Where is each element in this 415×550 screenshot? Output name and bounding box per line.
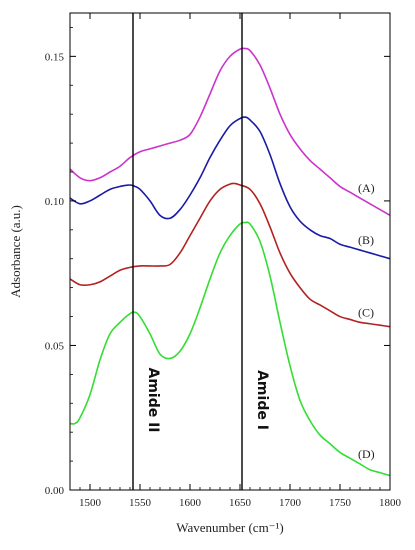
y-tick-label: 0.15: [45, 51, 65, 63]
plot-area: Amide II Amide I 1500 1550 1600 1650 1700 1750 1…: [45, 12, 402, 509]
x-tick-label: 1700: [279, 497, 302, 509]
x-tick-label: 1650: [229, 497, 252, 509]
vline-label-0: Amide II: [145, 367, 161, 432]
y-axis-title: Adsorbance (a.u.): [8, 205, 23, 298]
vline-label-1: Amide I: [254, 370, 270, 430]
series-line-c: [70, 182, 390, 328]
series-lines: [70, 47, 390, 477]
y-tick-label: 0.05: [45, 340, 65, 352]
x-tick-label: 1550: [129, 497, 152, 509]
series-line-d: [70, 221, 390, 477]
series-line-b: [70, 116, 390, 260]
series-label-d: (D): [358, 447, 375, 461]
series-label-c: (C): [358, 305, 374, 319]
y-tick-label: 0.00: [45, 485, 65, 497]
x-tick-label: 1500: [79, 497, 102, 509]
x-tick-label: 1750: [329, 497, 352, 509]
x-tick-label: 1800: [379, 497, 402, 509]
series-line-a: [70, 47, 390, 217]
y-tick-label: 0.10: [45, 196, 65, 208]
x-axis-title: Wavenumber (cm⁻¹): [176, 520, 284, 535]
series-label-b: (B): [358, 233, 374, 247]
plot-frame: [69, 12, 391, 491]
x-tick-label: 1600: [179, 497, 202, 509]
series-label-a: (A): [358, 181, 375, 195]
